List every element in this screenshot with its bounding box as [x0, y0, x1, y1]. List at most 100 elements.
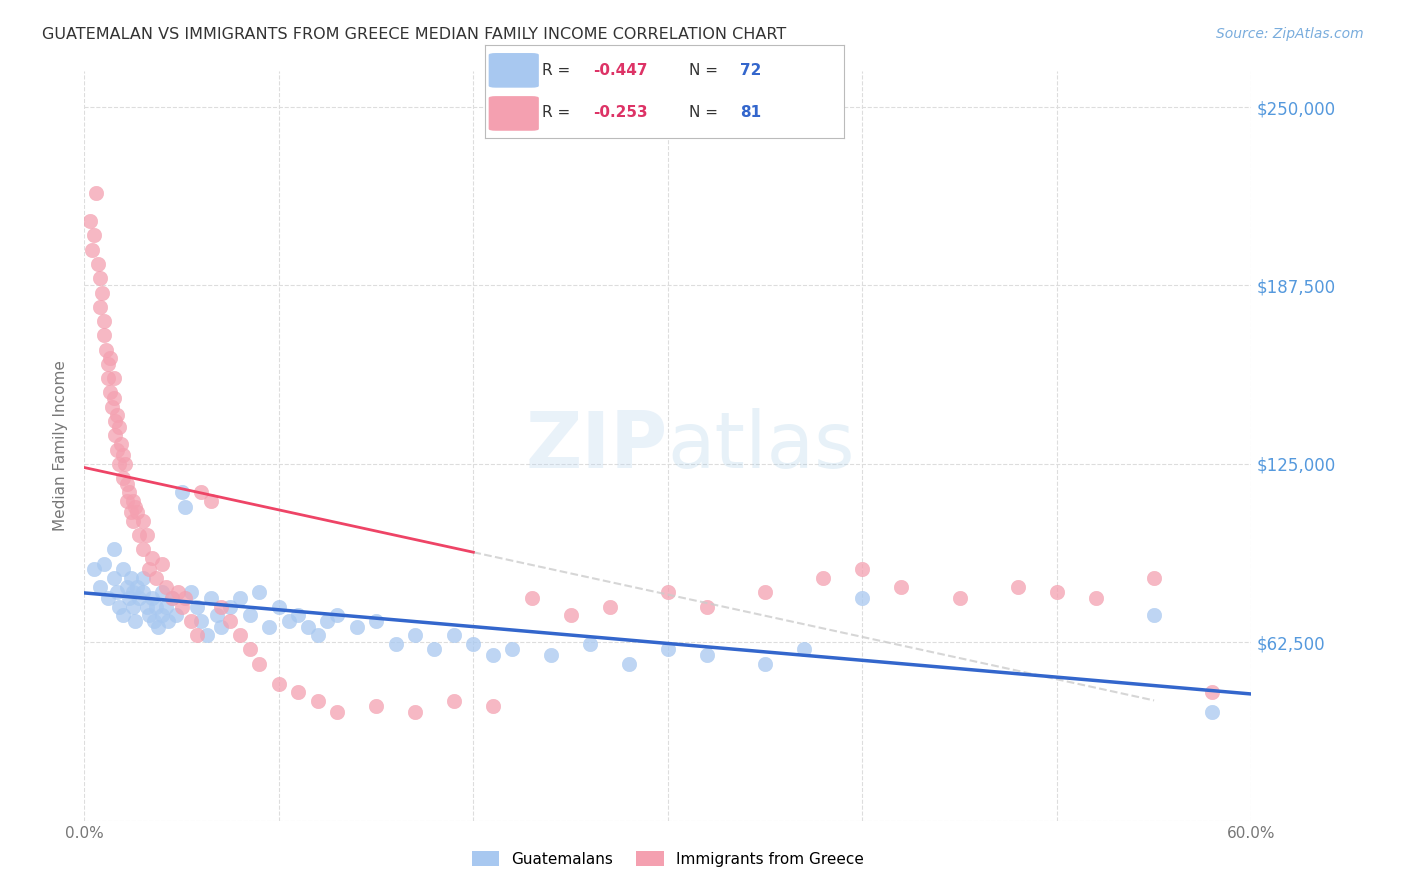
Point: [122, 514, 145, 528]
Point: [112, 608, 135, 623]
Point: [443, 628, 465, 642]
Text: -0.253: -0.253: [592, 105, 647, 120]
Point: [229, 628, 252, 642]
Point: [150, 557, 173, 571]
Point: [114, 457, 136, 471]
Point: [108, 457, 131, 471]
Point: [155, 580, 177, 594]
Point: [326, 705, 349, 719]
Point: [132, 571, 155, 585]
Text: N =: N =: [689, 62, 723, 78]
Point: [107, 409, 129, 423]
Point: [89, 300, 111, 314]
Point: [560, 608, 582, 623]
Point: [93, 557, 115, 571]
Point: [307, 694, 329, 708]
Text: ZIP: ZIP: [526, 408, 668, 484]
Point: [160, 591, 183, 605]
Point: [186, 628, 208, 642]
Point: [170, 485, 193, 500]
Point: [83, 228, 105, 243]
Point: [287, 608, 309, 623]
Point: [696, 599, 718, 614]
Point: [617, 657, 640, 671]
Text: R =: R =: [543, 105, 575, 120]
Point: [384, 637, 406, 651]
Point: [890, 580, 912, 594]
Point: [219, 599, 242, 614]
Point: [103, 542, 125, 557]
Point: [579, 637, 602, 651]
Point: [793, 642, 815, 657]
Point: [165, 608, 187, 623]
Point: [1201, 705, 1223, 719]
Point: [104, 414, 127, 428]
Point: [103, 571, 125, 585]
Text: R =: R =: [543, 62, 575, 78]
Point: [90, 285, 112, 300]
Point: [112, 562, 135, 576]
Point: [103, 371, 125, 385]
Point: [257, 619, 280, 633]
Point: [186, 599, 208, 614]
Point: [112, 471, 135, 485]
Point: [104, 428, 127, 442]
Point: [100, 400, 122, 414]
Point: [125, 505, 148, 519]
Point: [107, 442, 129, 457]
Point: [97, 357, 120, 371]
Point: [122, 585, 145, 599]
Point: [174, 500, 197, 514]
FancyBboxPatch shape: [489, 96, 538, 131]
Point: [93, 328, 115, 343]
Point: [110, 437, 132, 451]
Point: [949, 591, 972, 605]
Point: [132, 514, 155, 528]
Point: [156, 614, 179, 628]
Point: [138, 608, 160, 623]
Point: [135, 599, 157, 614]
Point: [118, 485, 141, 500]
Point: [482, 699, 505, 714]
Point: [190, 614, 212, 628]
Point: [297, 619, 319, 633]
Text: Source: ZipAtlas.com: Source: ZipAtlas.com: [1216, 27, 1364, 41]
Point: [87, 257, 110, 271]
Point: [1201, 685, 1223, 699]
Point: [482, 648, 505, 662]
Text: GUATEMALAN VS IMMIGRANTS FROM GREECE MEDIAN FAMILY INCOME CORRELATION CHART: GUATEMALAN VS IMMIGRANTS FROM GREECE MED…: [42, 27, 786, 42]
Point: [89, 271, 111, 285]
Point: [813, 571, 835, 585]
Point: [267, 676, 290, 690]
Point: [108, 419, 131, 434]
Point: [249, 585, 271, 599]
Point: [205, 608, 228, 623]
Point: [112, 448, 135, 462]
Point: [540, 648, 562, 662]
Point: [132, 542, 155, 557]
Point: [107, 585, 129, 599]
Point: [98, 385, 121, 400]
Point: [148, 619, 170, 633]
Point: [135, 528, 157, 542]
Point: [98, 351, 121, 366]
Point: [249, 657, 271, 671]
Point: [170, 599, 193, 614]
Point: [423, 642, 446, 657]
Point: [239, 642, 262, 657]
Point: [160, 591, 183, 605]
Point: [89, 580, 111, 594]
Point: [287, 685, 309, 699]
Point: [97, 371, 120, 385]
Point: [190, 485, 212, 500]
Point: [366, 614, 388, 628]
Point: [155, 599, 177, 614]
Point: [141, 551, 163, 566]
Y-axis label: Median Family Income: Median Family Income: [53, 360, 69, 532]
Point: [200, 591, 222, 605]
Point: [138, 562, 160, 576]
Point: [1046, 585, 1069, 599]
Text: 72: 72: [740, 62, 761, 78]
Point: [219, 614, 242, 628]
Point: [200, 494, 222, 508]
